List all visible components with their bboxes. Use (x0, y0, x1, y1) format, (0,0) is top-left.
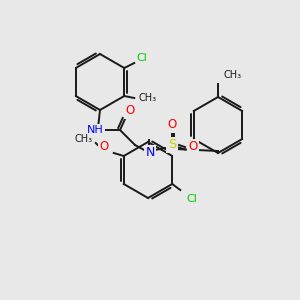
Text: CH₃: CH₃ (138, 93, 156, 103)
Text: Cl: Cl (187, 194, 198, 204)
Text: S: S (168, 139, 176, 152)
Text: O: O (167, 118, 177, 131)
Text: Cl: Cl (137, 53, 148, 63)
Text: CH₃: CH₃ (75, 134, 93, 144)
Text: O: O (125, 104, 135, 118)
Text: O: O (188, 140, 198, 154)
Text: N: N (145, 146, 155, 160)
Text: NH: NH (87, 125, 103, 135)
Text: CH₃: CH₃ (224, 70, 242, 80)
Text: O: O (99, 140, 108, 152)
